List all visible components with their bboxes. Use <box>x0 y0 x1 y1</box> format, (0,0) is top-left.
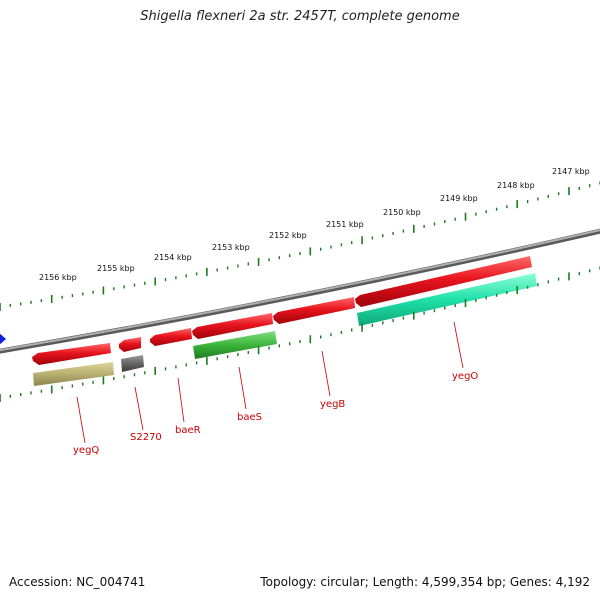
homology-block-gray <box>121 355 144 372</box>
leader-baeS <box>238 366 247 410</box>
scale-tick-labels: 2147 kbp 2148 kbp 2149 kbp 2150 kbp 2151… <box>39 167 590 282</box>
tick-label-2153: 2153 kbp <box>212 243 250 252</box>
gene-arrow-yegB <box>273 297 355 324</box>
gene-label-yegQ: yegQ <box>73 445 99 456</box>
outer-scale-ring <box>0 181 600 311</box>
gene-arrow-S2270 <box>119 337 141 352</box>
inner-scale-ring <box>0 266 600 402</box>
tick-label-2150: 2150 kbp <box>383 208 421 217</box>
gene-labels: yegQ S2270 baeR baeS yegB yegO <box>73 371 478 456</box>
gene-label-yegO: yegO <box>452 371 478 382</box>
leader-S2270 <box>134 386 144 431</box>
gene-arrow-yegO <box>355 256 532 307</box>
tick-label-2148: 2148 kbp <box>497 181 535 190</box>
leader-yegO <box>453 321 464 369</box>
homology-block-green <box>193 331 277 359</box>
tick-label-2156: 2156 kbp <box>39 273 77 282</box>
tick-label-2154: 2154 kbp <box>154 253 192 262</box>
tick-label-2152: 2152 kbp <box>269 231 307 240</box>
homology-track <box>33 273 537 386</box>
tick-label-2155: 2155 kbp <box>97 264 135 273</box>
gene-arrow-baeS <box>192 313 273 339</box>
leader-yegQ <box>76 396 86 444</box>
genome-backbone-highlight <box>0 229 600 352</box>
tick-label-2151: 2151 kbp <box>326 220 364 229</box>
leader-baeR <box>177 377 185 423</box>
gene-label-baeS: baeS <box>237 412 262 423</box>
tick-label-2149: 2149 kbp <box>440 194 478 203</box>
gene-label-baeR: baeR <box>175 425 201 436</box>
gene-label-leaders <box>76 321 464 444</box>
gene-arrow-yegQ <box>32 343 111 365</box>
homology-block-olive <box>33 362 114 386</box>
gene-label-S2270: S2270 <box>130 432 162 443</box>
gene-track <box>32 256 532 365</box>
homology-block-teal <box>357 273 537 326</box>
leader-yegB <box>321 350 331 397</box>
gene-arrow-baeR <box>150 328 192 346</box>
genome-summary-text: Topology: circular; Length: 4,599,354 bp… <box>260 575 590 589</box>
feature-marker-blue <box>0 333 6 345</box>
gene-label-yegB: yegB <box>320 399 345 410</box>
map-title: Shigella flexneri 2a str. 2457T, complet… <box>140 9 460 24</box>
accession-text: Accession: NC_004741 <box>9 575 146 589</box>
tick-label-2147: 2147 kbp <box>552 167 590 176</box>
